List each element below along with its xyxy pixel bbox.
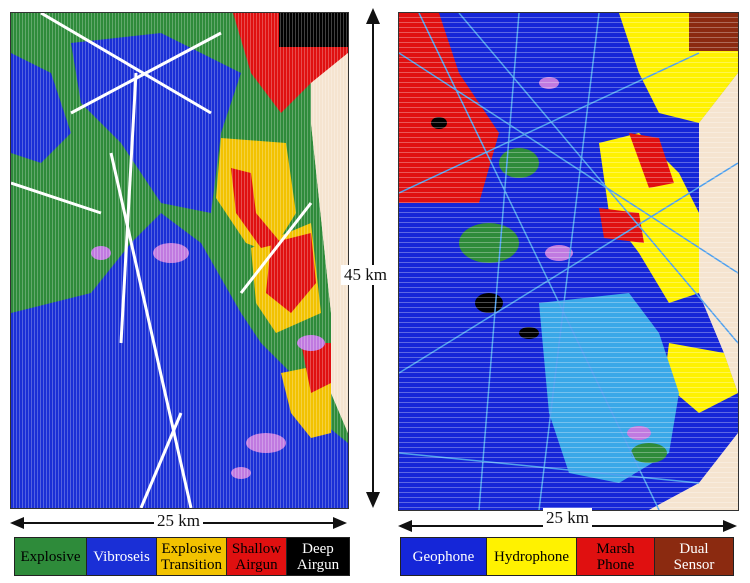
legend-item-vibroseis: Vibroseis (87, 538, 157, 575)
receiver-type-map (398, 12, 739, 511)
source-type-map (10, 12, 349, 509)
receiver-type-map-graphic (399, 13, 738, 510)
source-type-legend: Explosive Vibroseis Explosive Transition Sh… (14, 537, 350, 576)
receiver-type-legend: Geophone Hydrophone Marsh Phone Dual Sensor (400, 537, 734, 576)
legend-item-geophone: Geophone (401, 538, 487, 575)
legend-item-explosive-transition: Explosive Transition (157, 538, 227, 575)
source-type-map-graphic (11, 13, 348, 508)
legend-item-hydrophone: Hydrophone (487, 538, 577, 575)
scale-label-left: 25 km (154, 511, 203, 531)
legend-item-marsh-phone: Marsh Phone (577, 538, 655, 575)
legend-item-dual-sensor: Dual Sensor (655, 538, 733, 575)
legend-item-explosive: Explosive (15, 538, 87, 575)
scale-label-vertical: 45 km (341, 265, 390, 285)
scale-bar-left: 25 km (10, 511, 347, 534)
legend-item-deep-airgun: Deep Airgun (287, 538, 349, 575)
scale-bar-right: 25 km (398, 508, 737, 534)
legend-item-shallow-airgun: Shallow Airgun (227, 538, 287, 575)
scale-label-right: 25 km (543, 508, 592, 528)
scale-bar-vertical: 45 km (341, 8, 391, 508)
